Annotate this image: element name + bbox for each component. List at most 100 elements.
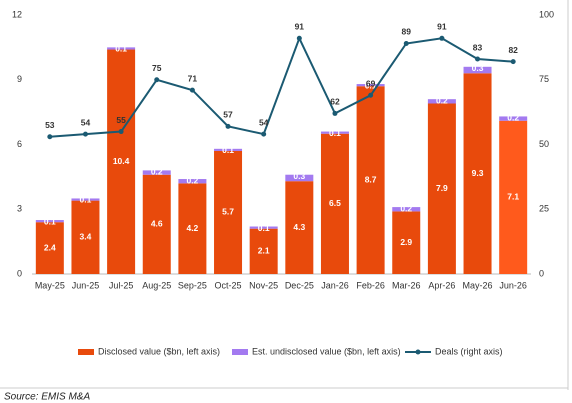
deal-label: 57 [223, 110, 233, 120]
deal-label: 82 [508, 45, 518, 55]
bar-disclosed [463, 73, 492, 275]
deals-point [403, 40, 409, 46]
deals-point [439, 35, 445, 41]
y2-tick-label: 50 [539, 139, 549, 149]
legend-swatch [78, 349, 94, 355]
x-tick-label: Aug-25 [142, 280, 171, 290]
deals-point [368, 92, 374, 98]
deal-label: 89 [402, 27, 412, 37]
bar-undisclosed [35, 220, 64, 223]
value-label: 0.2 [436, 95, 448, 105]
bar-undisclosed [427, 99, 456, 104]
value-label: 3.4 [80, 232, 92, 242]
deals-point [510, 59, 516, 65]
value-label: 0.2 [186, 175, 198, 185]
x-tick-label: Mar-26 [392, 280, 421, 290]
value-label: 0.2 [400, 203, 412, 213]
bar-undisclosed [356, 84, 385, 87]
y-tick-label: 6 [17, 139, 22, 149]
bar-disclosed [214, 150, 243, 274]
y-tick-label: 0 [17, 268, 22, 278]
x-tick-label: Jun-25 [72, 280, 100, 290]
value-label: 0.1 [365, 80, 377, 90]
bar-disclosed [285, 181, 314, 274]
deal-label: 75 [152, 63, 162, 73]
value-label: 0.1 [258, 223, 270, 233]
bar-undisclosed [249, 226, 278, 229]
x-tick-label: Sep-25 [178, 280, 207, 290]
legend-swatch [232, 349, 248, 355]
x-tick-label: Oct-25 [215, 280, 242, 290]
bar-undisclosed [285, 174, 314, 182]
source: Source: EMIS M&A [4, 392, 90, 403]
y-tick-label: 9 [17, 74, 22, 84]
value-label: 0.3 [472, 63, 484, 73]
value-label: 10.4 [113, 156, 130, 166]
bar-undisclosed [71, 198, 100, 201]
x-tick-label: Jul-25 [109, 280, 134, 290]
y2-tick-label: 100 [539, 9, 554, 19]
value-label: 0.2 [151, 167, 163, 177]
bar-undisclosed [463, 66, 492, 74]
value-label: 7.1 [507, 192, 519, 202]
value-label: 5.7 [222, 207, 234, 217]
deal-label: 62 [330, 97, 340, 107]
value-label: 6.5 [329, 198, 341, 208]
legend-label: Deals (right axis) [435, 346, 503, 356]
deal-label: 83 [473, 42, 483, 52]
deal-label: 71 [188, 73, 198, 83]
value-label: 4.3 [293, 222, 305, 232]
bar-disclosed [392, 211, 421, 274]
y-tick-label: 3 [17, 204, 22, 214]
value-label: 0.3 [293, 171, 305, 181]
x-tick-label: Feb-26 [356, 280, 385, 290]
y2-tick-label: 25 [539, 204, 549, 214]
deals-point [296, 35, 302, 41]
x-tick-label: Apr-26 [428, 280, 455, 290]
deal-label: 53 [45, 120, 55, 130]
bar-disclosed [107, 49, 136, 275]
value-label: 9.3 [472, 168, 484, 178]
value-label: 0.1 [115, 44, 127, 54]
value-label: 7.9 [436, 183, 448, 193]
value-label: 4.6 [151, 219, 163, 229]
value-label: 2.4 [44, 242, 56, 252]
deals-line [49, 35, 514, 138]
bar-disclosed [320, 133, 349, 274]
x-tick-label: Dec-25 [285, 280, 314, 290]
deal-label: 91 [437, 22, 447, 32]
x-tick-label: Jun-26 [499, 280, 527, 290]
value-label: 0.1 [222, 145, 234, 155]
deal-label: 91 [295, 22, 305, 32]
value-label: 0.2 [507, 113, 519, 123]
deal-label: 54 [259, 117, 269, 127]
deal-label: 69 [366, 79, 376, 89]
deals-point [47, 134, 53, 140]
bar-disclosed [499, 120, 528, 274]
deals-point [225, 123, 231, 129]
value-label: 2.1 [258, 246, 270, 256]
deals-point [261, 131, 267, 137]
bar-disclosed [178, 183, 207, 274]
bar-undisclosed [142, 170, 171, 175]
y2-tick-label: 0 [539, 268, 544, 278]
bar-undisclosed [499, 116, 528, 121]
deal-label: 54 [81, 117, 91, 127]
x-tick-label: Jan-26 [321, 280, 349, 290]
bar-undisclosed [107, 47, 136, 50]
legend-label: Disclosed value ($bn, left axis) [98, 346, 220, 356]
value-label: 4.2 [186, 223, 198, 233]
bar-undisclosed [214, 148, 243, 151]
bar-undisclosed [392, 207, 421, 212]
value-label: 0.1 [80, 195, 92, 205]
bar-disclosed [71, 200, 100, 274]
value-label: 0.1 [44, 216, 56, 226]
x-tick-label: May-26 [463, 280, 493, 290]
deals-point [332, 110, 338, 116]
legend-label: Est. undisclosed value ($bn, left axis) [252, 346, 401, 356]
bar-disclosed [427, 103, 456, 274]
x-tick-label: Nov-25 [249, 280, 278, 290]
bar-disclosed [35, 222, 64, 274]
legend-swatch [415, 349, 421, 355]
bar-disclosed [142, 174, 171, 274]
